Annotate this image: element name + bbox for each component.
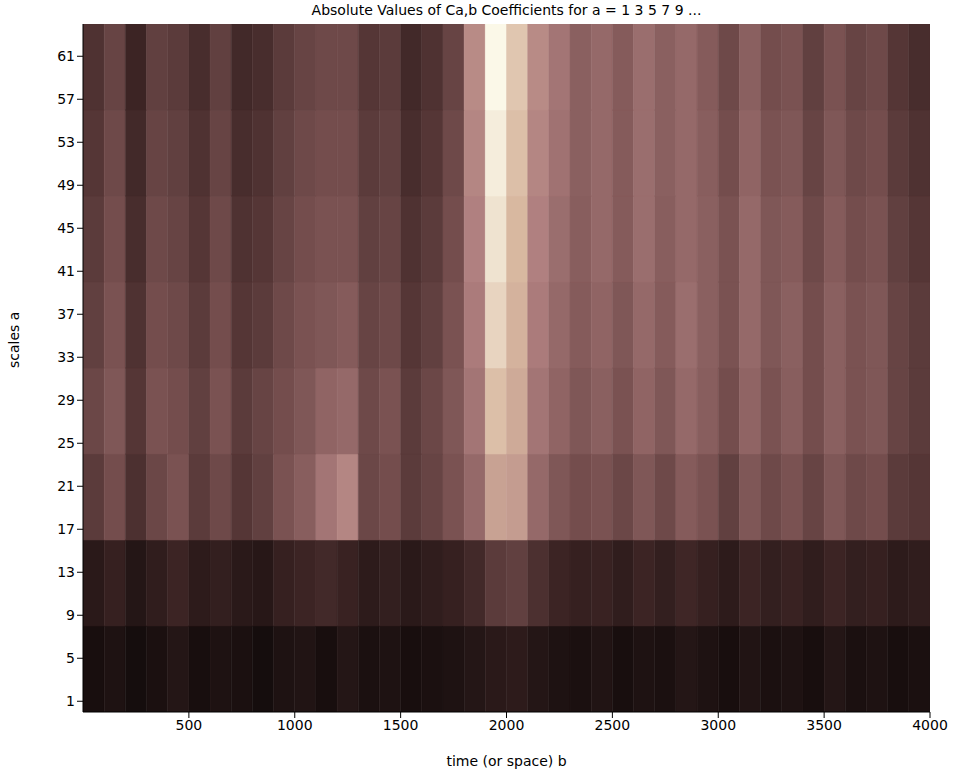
svg-text:25: 25	[57, 435, 75, 451]
svg-text:61: 61	[57, 48, 75, 64]
svg-text:29: 29	[57, 392, 75, 408]
svg-text:33: 33	[57, 349, 75, 365]
svg-text:9: 9	[66, 607, 75, 623]
svg-text:45: 45	[57, 220, 75, 236]
svg-text:53: 53	[57, 134, 75, 150]
svg-text:21: 21	[57, 478, 75, 494]
svg-text:4000: 4000	[912, 717, 948, 733]
svg-text:2000: 2000	[489, 717, 525, 733]
svg-text:1000: 1000	[277, 717, 313, 733]
svg-text:41: 41	[57, 263, 75, 279]
svg-text:3500: 3500	[806, 717, 842, 733]
svg-text:5: 5	[66, 650, 75, 666]
html-text:Absolute Values of Ca,b Coeffi: Absolute Values of Ca,b Coefficients for…	[311, 2, 702, 18]
svg-text:17: 17	[57, 521, 75, 537]
svg-text:500: 500	[176, 717, 203, 733]
svg-text:scales a: scales a	[6, 312, 22, 368]
svg-text:1: 1	[66, 693, 75, 709]
svg-text:1500: 1500	[383, 717, 419, 733]
svg-text:time (or space) b: time (or space) b	[446, 753, 566, 769]
svg-text:57: 57	[57, 91, 75, 107]
svg-text:3000: 3000	[700, 717, 736, 733]
svg-text:2500: 2500	[595, 717, 631, 733]
svg-text:49: 49	[57, 177, 75, 193]
svg-text:13: 13	[57, 564, 75, 580]
svg-text:37: 37	[57, 306, 75, 322]
